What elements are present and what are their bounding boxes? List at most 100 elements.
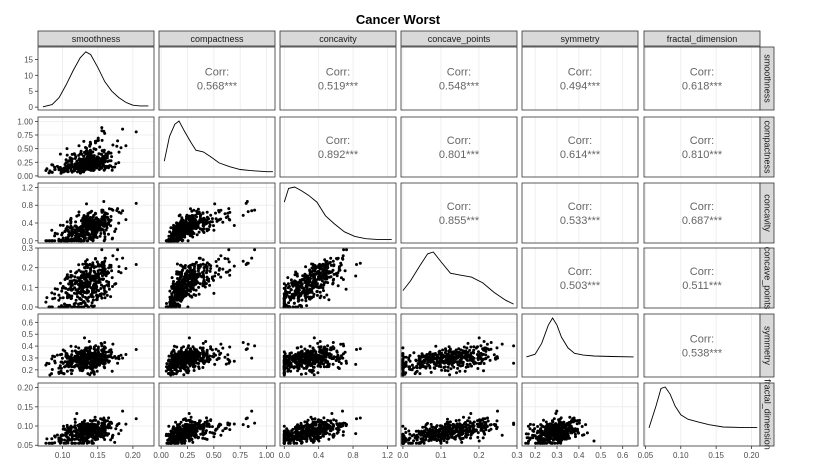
scatter-point [282,282,286,286]
scatter-point [100,353,104,357]
scatter-point [477,350,480,354]
scatter-point [205,265,209,269]
scatter-point [461,349,465,353]
scatter-point [339,362,343,365]
panel-symmetry-fractal_dimension: Corr:0.538*** [643,313,761,378]
scatter-point [82,272,86,276]
scatter-point [180,298,184,302]
scatter-point [200,228,204,232]
scatter-point [77,213,81,217]
scatter-point [202,274,206,278]
scatter-point [79,231,83,235]
scatter-point [210,354,214,358]
scatter-point [74,220,78,224]
scatter-point [187,353,191,357]
scatter-point [417,357,421,361]
panel-concavity-concave_points: Corr:0.855*** [400,182,518,244]
scatter-point [221,346,225,350]
scatter-point [327,270,331,274]
scatter-point [102,200,106,203]
scatter-point [468,362,472,366]
scatter-point [213,202,217,206]
scatter-point [312,336,316,340]
scatter-point [482,362,486,365]
scatter-point [84,431,88,434]
scatter-point [90,238,93,242]
scatter-point [202,283,206,287]
scatter-point [227,358,231,362]
scatter-point [101,162,105,166]
scatter-point [175,225,179,229]
scatter-point [99,287,103,290]
scatter-point [57,293,61,297]
corr-label: Corr: [326,135,350,147]
scatter-point [441,348,445,352]
scatter-point [100,296,104,300]
scatter-point [298,293,302,297]
scatter-point [74,426,78,430]
scatter-point [100,153,104,156]
scatter-point [53,441,57,445]
scatter-point [179,355,182,359]
scatter-point [73,275,77,279]
scatter-point [64,353,68,357]
scatter-point [290,292,294,296]
scatter-point [92,290,96,294]
panel-concave_points-concave_points [400,247,518,309]
scatter-point [448,347,452,351]
scatter-point [291,359,295,363]
scatter-point [443,351,447,355]
scatter-point [92,288,96,292]
scatter-point [228,273,232,277]
scatter-point [314,350,318,354]
scatter-point [219,275,223,279]
scatter-point [93,235,97,239]
scatter-point [85,146,88,150]
scatter-point [471,360,475,364]
scatter-point [335,273,339,277]
scatter-point [195,212,199,216]
scatter-point [119,428,123,432]
scatter-point [66,169,70,173]
scatter-point [287,301,291,305]
scatter-point [171,238,175,242]
scatter-point [107,422,111,426]
scatter-point [178,232,181,235]
scatter-point [219,342,223,346]
scatter-point [179,280,182,284]
scatter-point [205,229,209,233]
density-line-compactness [163,120,273,173]
scatter-point [172,348,176,352]
scatter-point [185,228,188,232]
scatter-point [175,345,179,349]
scatter-point [325,293,329,297]
scatter-point [85,285,89,289]
scatter-point [170,276,174,280]
scatter-point [91,164,95,168]
panel-border [37,182,155,244]
scatter-point [65,225,69,229]
scatter-point [103,296,107,300]
panel-grid: Corr:0.568***Corr:0.519***Corr:0.548***C… [17,30,775,460]
scatter-point [88,274,92,278]
scatter-point [196,264,200,267]
scatter-point [64,364,68,368]
scatter-point [90,361,93,365]
scatter-point [113,165,117,169]
scatter-point [413,372,417,376]
scatter-point [412,366,416,370]
scatter-point [204,340,208,343]
scatter-point [78,422,82,426]
scatter-point [457,347,461,351]
scatter-point [114,162,118,166]
scatter-point [188,227,192,230]
scatter-point [401,371,405,375]
scatter-point [124,422,128,426]
scatter-point [111,254,115,258]
scatter-point [305,358,309,362]
scatter-point [189,224,193,228]
scatter-point [74,358,78,362]
scatter-point [479,344,483,348]
scatter-point [215,358,219,362]
